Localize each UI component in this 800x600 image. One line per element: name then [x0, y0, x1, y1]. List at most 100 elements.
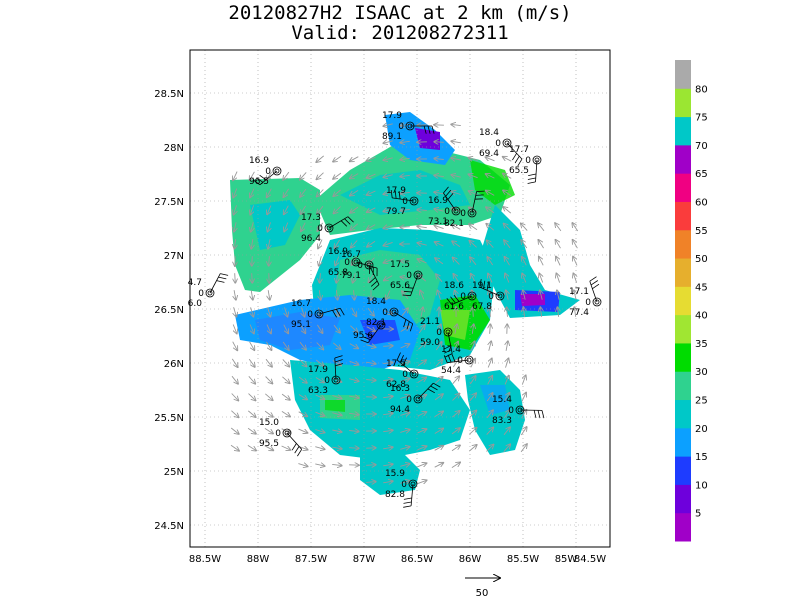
station-humidity: 89.1 — [382, 132, 402, 142]
station-value: 0 — [406, 271, 412, 281]
wind-vectors — [230, 124, 579, 484]
station-humidity: 95.1 — [291, 320, 311, 330]
wind-vector — [383, 430, 393, 431]
station-value: 0 — [457, 356, 463, 366]
station-temperature: 16.3 — [390, 384, 410, 394]
station-value: 0 — [585, 298, 591, 308]
wind-vector — [264, 410, 273, 417]
wind-vector — [284, 222, 288, 232]
wind-vector — [252, 273, 253, 283]
wind-vector — [317, 222, 323, 231]
wind-vector — [301, 307, 304, 316]
wind-vector — [335, 256, 339, 266]
wind-vector — [366, 482, 376, 483]
colorbar-swatch — [675, 173, 691, 202]
wind-vector — [434, 446, 444, 451]
wind-vector — [350, 223, 358, 230]
wind-vector — [349, 413, 359, 414]
wind-vector — [503, 410, 509, 419]
wind-vector — [383, 175, 393, 178]
wind-vector — [434, 411, 443, 417]
y-tick-label: 26.5N — [154, 305, 184, 316]
wind-vector — [265, 358, 272, 367]
wind-vector — [434, 209, 444, 211]
wind-vector — [417, 360, 426, 367]
wind-vector — [269, 256, 270, 266]
wind-vector — [349, 396, 359, 398]
colorbar-swatch — [675, 286, 691, 316]
wind-vector — [369, 273, 374, 282]
station-humidity: 61.6 — [444, 302, 464, 312]
colorbar-label: 70 — [695, 141, 708, 152]
colorbar-label: 25 — [695, 396, 708, 407]
wind-vector — [417, 210, 427, 211]
colorbar-label: 5 — [695, 509, 701, 520]
wind-vector — [504, 393, 510, 402]
wind-vector — [366, 326, 376, 332]
wind-vector — [333, 155, 342, 161]
x-tick-label: 85.5W — [507, 554, 539, 565]
wind-vector — [455, 324, 457, 334]
wind-vector — [435, 360, 443, 367]
wind-vector — [336, 273, 337, 283]
station-humidity: 79.7 — [386, 207, 406, 217]
wind-vector — [453, 342, 458, 351]
wind-vector — [486, 410, 493, 419]
map-title: 20120827H2 ISAAC at 2 km (m/s) — [228, 2, 572, 24]
wind-vector — [230, 444, 239, 451]
colorbar-label: 65 — [695, 169, 708, 180]
wind-vector — [383, 226, 393, 229]
wind-vector — [247, 445, 256, 450]
wind-vector — [231, 393, 239, 401]
station-humidity: 77.4 — [569, 308, 589, 318]
wind-vector — [298, 464, 307, 467]
wind-vector — [251, 222, 254, 231]
wind-vector — [417, 446, 427, 450]
wind-vector — [556, 240, 561, 249]
wind-vector — [252, 256, 253, 266]
colorbar-swatch — [675, 427, 691, 457]
wind-vector — [264, 445, 274, 451]
wind-vector — [522, 274, 526, 283]
wind-vector — [266, 324, 271, 334]
wind-vector — [283, 188, 289, 197]
wind-vector — [298, 376, 307, 383]
wind-vector — [400, 158, 410, 159]
wind-vector — [231, 410, 238, 418]
wind-vector — [487, 257, 494, 266]
wind-vector — [251, 239, 253, 249]
wind-vector — [383, 311, 392, 314]
station-temperature: 17.7 — [509, 145, 529, 155]
wind-vector — [230, 427, 239, 434]
y-tick-label: 27.5N — [154, 197, 184, 208]
wind-vector — [232, 341, 238, 351]
wind-vector — [400, 447, 409, 450]
wind-vector — [503, 190, 512, 197]
station-value: 0 — [406, 395, 412, 405]
colorbar-swatch — [675, 116, 691, 146]
wind-vector — [383, 363, 393, 364]
wind-vector — [354, 290, 355, 300]
wind-vector — [367, 174, 376, 178]
wind-vector — [235, 273, 236, 283]
station-temperature: 17.1 — [569, 287, 589, 297]
station-value: 0 — [198, 289, 204, 299]
station-temperature: 17.4 — [441, 345, 461, 355]
wind-vector — [268, 307, 271, 316]
wind-vector — [367, 190, 376, 195]
station-temperature: 18.4 — [366, 297, 386, 307]
station-humidity: 65.8 — [328, 268, 348, 278]
wind-vector — [489, 341, 491, 351]
wind-vector — [574, 290, 576, 300]
wind-vector — [503, 207, 512, 214]
wind-vector — [418, 325, 425, 334]
station-temperature: 17.9 — [382, 111, 402, 121]
